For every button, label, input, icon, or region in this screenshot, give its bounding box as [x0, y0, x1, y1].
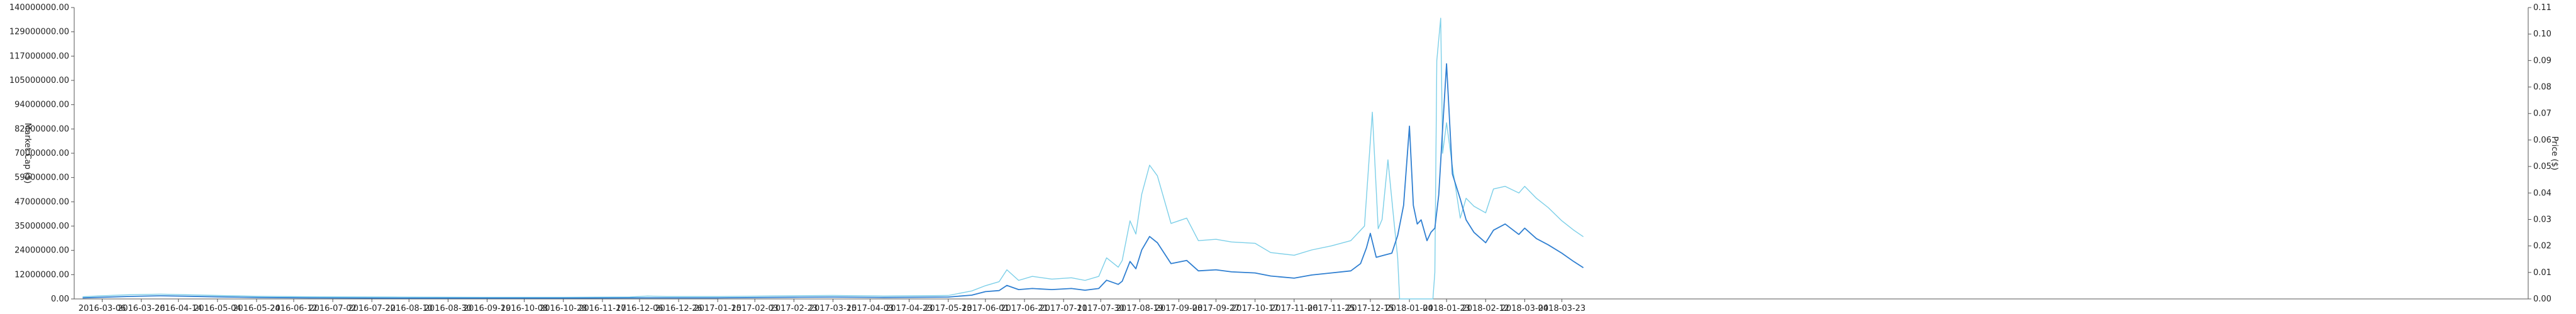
x-tick-label: 2017-09-08 — [1155, 304, 1203, 313]
x-tick-label: 2017-07-11 — [1040, 304, 1087, 313]
y-tick-label-left: 35000000.00 — [14, 222, 69, 231]
x-tick-label: 2016-05-04 — [194, 304, 242, 313]
x-tick-label: 2018-01-23 — [1423, 304, 1470, 313]
x-tick-label: 2017-06-21 — [1001, 304, 1048, 313]
x-tick-label: 2016-10-08 — [501, 304, 548, 313]
y-tick-label-left: 140000000.00 — [9, 3, 69, 13]
x-tick-label: 2016-05-24 — [233, 304, 280, 313]
x-tick-label: 2017-07-30 — [1077, 304, 1124, 313]
y-tick-label-left: 117000000.00 — [9, 51, 69, 61]
x-tick-label: 2017-04-23 — [886, 304, 933, 313]
y-tick-label-left: 0.00 — [51, 295, 69, 304]
x-tick-label: 2018-02-12 — [1462, 304, 1509, 313]
x-tick-label: 2016-11-17 — [579, 304, 626, 313]
x-tick-label: 2016-08-30 — [425, 304, 472, 313]
y-tick-label-right: 0.09 — [2533, 56, 2551, 65]
y-axis-title-left: Market Cap ($) — [23, 123, 32, 184]
axes: 0.00 12000000.00 24000000.00 35000000.00 470… — [9, 3, 2551, 313]
x-tick-label: 2016-09-19 — [464, 304, 511, 313]
y-tick-label-right: 0.06 — [2533, 136, 2551, 145]
y-tick-label-right: 0.01 — [2533, 268, 2551, 278]
x-tick-label: 2017-04-03 — [847, 304, 894, 313]
x-tick-label: 2016-12-26 — [655, 304, 702, 313]
y-tick-label-right: 0.11 — [2533, 3, 2551, 13]
x-tick-label: 2018-03-23 — [1538, 304, 1586, 313]
y-tick-label-right: 0.04 — [2533, 188, 2551, 198]
x-tick-label: 2017-10-17 — [1231, 304, 1279, 313]
x-tick-label: 2017-06-01 — [962, 304, 1009, 313]
x-tick-label: 2016-08-10 — [386, 304, 433, 313]
series-line-price — [82, 18, 1584, 300]
x-tick-label: 2017-02-23 — [770, 304, 818, 313]
x-tick-label: 2016-04-14 — [155, 304, 203, 313]
y-tick-label-left: 82000000.00 — [14, 124, 69, 134]
y-tick-label-right: 0.08 — [2533, 83, 2551, 92]
y-tick-label-right: 0.02 — [2533, 242, 2551, 251]
x-tick-label: 2016-12-06 — [616, 304, 663, 313]
series-lines — [82, 18, 1584, 300]
y-tick-label-left: 59000000.00 — [14, 173, 69, 183]
x-tick-label: 2017-12-15 — [1346, 304, 1394, 313]
x-tick-label: 2018-03-04 — [1501, 304, 1549, 313]
x-tick-label: 2017-03-15 — [809, 304, 857, 313]
x-tick-label: 2016-10-28 — [540, 304, 587, 313]
y-tick-label-left: 129000000.00 — [9, 28, 69, 37]
y-tick-label-left: 105000000.00 — [9, 76, 69, 85]
y-tick-label-left: 47000000.00 — [14, 197, 69, 207]
x-tick-label: 2017-09-27 — [1192, 304, 1240, 313]
y-axis-title-right: Price ($) — [2550, 136, 2559, 170]
x-tick-label: 2017-11-25 — [1307, 304, 1355, 313]
y-tick-label-left: 94000000.00 — [14, 100, 69, 110]
x-tick-label: 2016-03-26 — [118, 304, 165, 313]
x-tick-label: 2017-02-03 — [731, 304, 779, 313]
y-tick-label-right: 0.00 — [2533, 295, 2551, 304]
x-tick-label: 2017-05-13 — [924, 304, 972, 313]
y-tick-label-left: 24000000.00 — [14, 246, 69, 256]
x-tick-label: 2017-08-19 — [1116, 304, 1164, 313]
x-tick-label: 2018-01-04 — [1385, 304, 1433, 313]
y-tick-label-right: 0.07 — [2533, 109, 2551, 119]
y-tick-label-right: 0.05 — [2533, 162, 2551, 171]
y-tick-label-left: 70000000.00 — [14, 149, 69, 158]
y-tick-label-right: 0.03 — [2533, 215, 2551, 224]
x-tick-label: 2016-07-02 — [309, 304, 357, 313]
x-tick-label: 2016-06-12 — [270, 304, 318, 313]
x-tick-label: 2017-01-15 — [694, 304, 741, 313]
y-tick-label-right: 0.10 — [2533, 30, 2551, 39]
y-tick-label-left: 12000000.00 — [14, 270, 69, 279]
series-line-market-cap — [82, 63, 1584, 299]
x-tick-label: 2016-07-22 — [348, 304, 396, 313]
x-tick-label: 2017-11-06 — [1270, 304, 1318, 313]
x-tick-label: 2016-03-06 — [79, 304, 126, 313]
